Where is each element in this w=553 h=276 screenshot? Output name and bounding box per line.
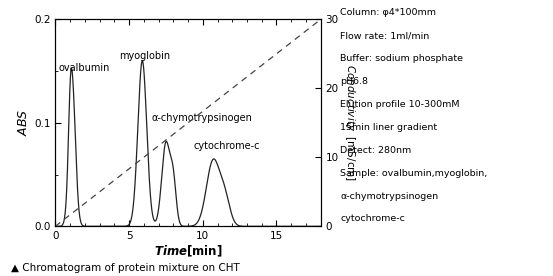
Text: cytochrome-c: cytochrome-c: [340, 214, 405, 224]
Y-axis label: $\it{Conductivity}$  [mS/cm]: $\it{Conductivity}$ [mS/cm]: [343, 64, 357, 181]
Text: 15min liner gradient: 15min liner gradient: [340, 123, 437, 132]
Text: Column: φ4*100mm: Column: φ4*100mm: [340, 8, 436, 17]
Text: myoglobin: myoglobin: [119, 51, 170, 61]
Text: pH6.8: pH6.8: [340, 77, 368, 86]
Text: ▲ Chromatogram of protein mixture on CHT: ▲ Chromatogram of protein mixture on CHT: [11, 263, 240, 273]
Text: α-chymotrypsinogen: α-chymotrypsinogen: [340, 192, 438, 201]
Text: Detect: 280nm: Detect: 280nm: [340, 146, 411, 155]
X-axis label: $\bfit{Time}$$\mathbf{[min]}$: $\bfit{Time}$$\mathbf{[min]}$: [154, 244, 222, 259]
Y-axis label: $\it{ABS}$: $\it{ABS}$: [17, 109, 30, 137]
Text: α-chymotrypsinogen: α-chymotrypsinogen: [152, 113, 253, 123]
Text: cytochrome-c: cytochrome-c: [194, 141, 260, 151]
Text: Sample: ovalbumin,myoglobin,: Sample: ovalbumin,myoglobin,: [340, 169, 487, 178]
Text: Elution profile 10-300mM: Elution profile 10-300mM: [340, 100, 460, 109]
Text: ovalbumin: ovalbumin: [59, 63, 111, 73]
Text: Buffer: sodium phosphate: Buffer: sodium phosphate: [340, 54, 463, 63]
Text: Flow rate: 1ml/min: Flow rate: 1ml/min: [340, 31, 429, 40]
